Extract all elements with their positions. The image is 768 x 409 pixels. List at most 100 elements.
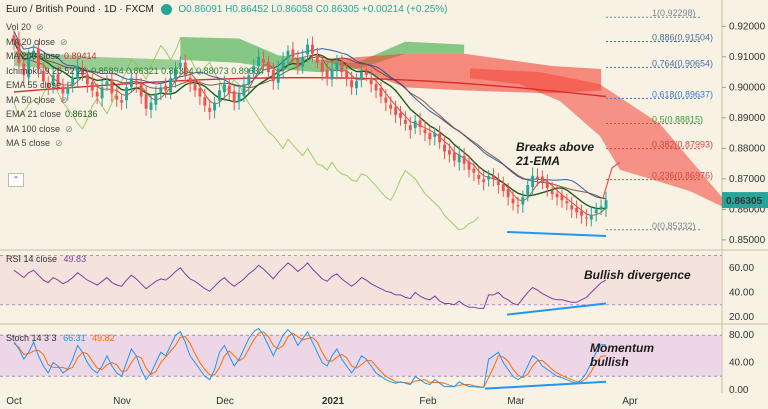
candle-body [403,119,407,124]
candle-body [218,90,221,101]
hidden-eye-icon[interactable]: ⊘ [65,123,73,134]
hidden-eye-icon[interactable]: ⊘ [60,94,68,105]
indicator-ma100[interactable]: MA 100 close ⊘ [6,122,264,137]
candle-body [443,144,447,152]
stoch-tick-label: 80.00 [729,330,754,341]
candle-body [227,85,231,94]
stoch-legend: Stoch 14 3 3 66.31 49.82 [6,333,115,343]
hidden-eye-icon[interactable]: ⊘ [60,36,68,47]
candle-body [487,175,491,180]
rsi-value: 49.83 [63,254,87,264]
candle-body [545,181,549,189]
candle-body [90,82,94,91]
stoch-d-value: 49.82 [92,333,115,343]
indicator-ma200[interactable]: MA 200 close 0.89414 [6,49,264,64]
candle-body [418,120,422,127]
ichimoku-cloud-bull [180,36,465,73]
hidden-eye-icon[interactable]: ⊘ [36,22,44,32]
price-tick-label: 0.88000 [729,143,766,154]
indicator-label: EMA 21 close [6,109,62,119]
candle-body [291,49,295,57]
price-tick-label: 0.92000 [729,21,766,32]
indicator-label: MA 200 close [6,51,61,61]
rsi-band [0,255,722,305]
time-tick-label: Feb [419,396,437,407]
rsi-tick-label: 40.00 [729,287,754,298]
rsi-tick-label: 20.00 [729,312,754,323]
fib-label-0.886: 0.886(0.91504) [652,32,713,42]
indicator-list: Vol 20 ⊘ MA 20 close ⊘ MA 200 close 0.89414 Ic… [6,20,264,151]
candle-body [237,93,241,102]
candle-body [452,152,456,161]
hidden-eye-icon[interactable]: ⊘ [55,138,63,148]
candle-body [203,97,207,106]
candle-body [423,129,427,134]
candle-body [134,80,138,85]
rsi-label: RSI 14 close [6,254,58,264]
ichimoku-base-line [13,30,607,199]
indicator-ema55[interactable]: EMA 55 close ⊘ [6,78,264,93]
candle-body [374,83,378,91]
candle-body [286,50,290,58]
candle-body [266,61,270,73]
candle-body [159,87,163,92]
fib-label-0.5: 0.5(0.88815) [652,114,703,124]
hidden-eye-icon[interactable]: ⊘ [66,80,74,90]
fib-label-1: 1(0.92298) [652,8,696,18]
collapse-button[interactable]: ⌃ [8,173,24,187]
candle-body [394,107,398,115]
indicator-label: MA 50 close [6,94,56,105]
eye-icon[interactable] [160,4,172,15]
candle-body [325,69,329,79]
candle-body [32,50,36,56]
indicator-ichimoku[interactable]: Ichimoku 9 26 52 26 0.85894 0.86321 0.863… [6,64,264,79]
candle-body [565,201,569,204]
candle-body [61,86,65,94]
indicator-ma5[interactable]: MA 5 close ⊘ [6,136,264,151]
candle-body [183,62,187,76]
last-price-badge [722,192,768,209]
candle-body [120,100,124,103]
candle-body [555,193,559,198]
price-tick-label: 0.91000 [729,52,766,63]
candle-body [129,78,133,88]
time-tick-label: Dec [216,396,234,407]
candle-body [301,56,305,67]
candle-body [169,78,173,93]
candle-body [492,176,495,179]
stoch-k-value: 66.31 [63,333,86,343]
indicator-ma20[interactable]: MA 20 close ⊘ [6,35,264,50]
candle-body [413,120,417,128]
candle-body [173,69,177,80]
indicator-ma50[interactable]: MA 50 close ⊘ [6,93,264,108]
candle-body [310,44,314,54]
candle-body [125,87,128,101]
candle-body [379,88,383,97]
annotation-breakout: Breaks above 21-EMA [515,140,594,168]
candle-body [389,104,393,109]
fib-label-0.382: 0.382(0.87993) [652,140,713,150]
candle-body [320,62,324,73]
stoch-divergence-line [484,380,607,390]
candle-body [281,59,285,71]
candle-body [232,91,236,103]
indicator-ema21[interactable]: EMA 21 close 0.86136 [6,107,264,122]
candle-body [71,78,75,85]
candle-body [384,97,388,103]
rsi-tick-label: 60.00 [729,263,754,274]
candle-body [262,59,265,63]
candle-body [438,133,442,143]
candle-body [467,161,471,170]
header-legend: Euro / British Pound · 1D · FXCM O0.8609… [6,4,448,15]
candle-body [208,107,212,112]
candle-body [364,71,368,76]
candle-body [482,179,486,182]
candle-body [350,80,354,88]
candle-body [340,61,344,73]
candle-body [462,155,466,164]
candle-body [188,77,192,85]
indicator-vol[interactable]: Vol 20 ⊘ [6,20,264,35]
indicator-value: 0.85894 0.86321 0.86304 0.88073 0.89634 [91,65,264,76]
